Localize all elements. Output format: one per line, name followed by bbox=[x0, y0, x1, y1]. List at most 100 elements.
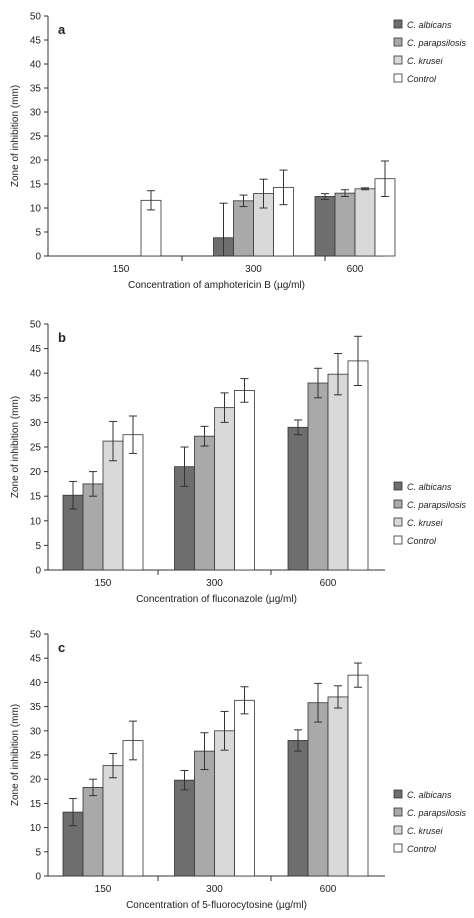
y-axis-label: Zone of inhibition (mm) bbox=[10, 85, 21, 187]
legend-swatch bbox=[393, 73, 403, 83]
error-bar bbox=[239, 194, 248, 208]
bar-ckrusei-600 bbox=[327, 373, 349, 571]
x-tick-label: 600 bbox=[320, 578, 337, 589]
x-axis-label: Concentration of fluconazole (µg/ml) bbox=[136, 594, 297, 605]
error-bar bbox=[147, 190, 155, 211]
legend-swatch bbox=[393, 19, 403, 29]
bar-ckrusei-300 bbox=[214, 730, 235, 877]
x-tick-label: 150 bbox=[95, 884, 112, 895]
legend-entry: C. krusei bbox=[407, 518, 444, 528]
y-tick-label: 35 bbox=[30, 393, 42, 404]
legend-entry: C. krusei bbox=[407, 56, 444, 66]
panel-label: b bbox=[58, 330, 66, 345]
bar-ckrusei-300 bbox=[214, 407, 235, 571]
legend-swatch bbox=[393, 55, 403, 65]
y-tick-label: 15 bbox=[30, 180, 42, 191]
y-tick-label: 50 bbox=[30, 630, 42, 641]
y-tick-label: 15 bbox=[30, 799, 42, 810]
bar-cparapsilosis-150 bbox=[82, 483, 104, 571]
legend-entry: Control bbox=[407, 536, 437, 546]
bar-calbicans-600 bbox=[314, 196, 336, 257]
bar-control-600 bbox=[347, 674, 369, 877]
bar-control-300 bbox=[234, 699, 255, 877]
y-tick-label: 0 bbox=[35, 872, 41, 883]
legend-swatch bbox=[393, 843, 403, 853]
error-bar bbox=[69, 480, 77, 510]
y-tick-label: 30 bbox=[30, 108, 42, 119]
y-tick-label: 40 bbox=[30, 60, 42, 71]
error-bar bbox=[361, 187, 369, 191]
y-tick-label: 25 bbox=[30, 132, 42, 143]
legend-entry: C. parapsilosis bbox=[407, 38, 467, 48]
y-tick-label: 35 bbox=[30, 84, 42, 95]
panel-label: a bbox=[58, 22, 66, 37]
x-tick-label: 150 bbox=[95, 578, 112, 589]
error-bar bbox=[219, 202, 228, 257]
error-bar bbox=[200, 732, 209, 771]
error-bar bbox=[109, 420, 117, 462]
error-bar bbox=[259, 178, 268, 209]
bar-ckrusei-600 bbox=[354, 188, 376, 257]
legend-swatch bbox=[393, 807, 403, 817]
error-bar bbox=[220, 392, 229, 423]
bar-cparapsilosis-600 bbox=[307, 702, 329, 877]
y-tick-label: 30 bbox=[30, 418, 42, 429]
error-bar bbox=[89, 471, 97, 497]
y-tick-label: 50 bbox=[30, 12, 42, 23]
bar-control-150 bbox=[122, 434, 144, 571]
y-axis-label: Zone of inhibition (mm) bbox=[10, 396, 21, 498]
error-bar bbox=[334, 353, 342, 396]
legend-entry: C. parapsilosis bbox=[407, 808, 467, 818]
y-tick-label: 10 bbox=[30, 516, 42, 527]
bar-cparapsilosis-300 bbox=[194, 435, 215, 571]
error-bar bbox=[200, 425, 209, 447]
y-tick-label: 45 bbox=[30, 654, 42, 665]
panel-label: c bbox=[58, 640, 65, 655]
y-tick-label: 10 bbox=[30, 823, 42, 834]
y-tick-label: 45 bbox=[30, 36, 42, 47]
legend: C. albicans C. parapsilosis C. krusei Contr… bbox=[393, 481, 467, 546]
bar-control-300 bbox=[234, 390, 255, 571]
bar-cparapsilosis-600 bbox=[307, 382, 329, 571]
error-bar bbox=[180, 446, 189, 487]
legend-swatch bbox=[393, 37, 403, 47]
x-tick-label: 300 bbox=[206, 578, 223, 589]
bar-control-600 bbox=[347, 360, 369, 571]
y-tick-label: 5 bbox=[35, 847, 41, 858]
bar-ckrusei-600 bbox=[327, 696, 349, 877]
legend-swatch bbox=[393, 789, 403, 799]
y-tick-label: 40 bbox=[30, 369, 42, 380]
bar-ckrusei-150 bbox=[102, 765, 124, 877]
y-tick-label: 20 bbox=[30, 775, 42, 786]
error-bar bbox=[240, 686, 249, 715]
y-tick-label: 5 bbox=[35, 228, 41, 239]
error-bar bbox=[129, 415, 137, 454]
y-tick-label: 15 bbox=[30, 492, 42, 503]
chart-panel-c: 0 5 10 15 20 25 30 35 40 45 50 150 300 600 c Concentrat… bbox=[10, 630, 467, 912]
x-axis-label: Concentration of 5-fluorocytosine (µg/ml… bbox=[126, 900, 307, 911]
x-tick-label: 600 bbox=[320, 884, 337, 895]
error-bar bbox=[321, 193, 329, 200]
bar-cparapsilosis-600 bbox=[334, 192, 356, 257]
y-tick-label: 35 bbox=[30, 702, 42, 713]
x-tick-label: 300 bbox=[245, 264, 262, 275]
y-tick-label: 45 bbox=[30, 344, 42, 355]
legend: C. albicans C. parapsilosis C. krusei Contr… bbox=[393, 19, 467, 84]
error-bar bbox=[89, 778, 97, 797]
error-bar bbox=[294, 729, 302, 752]
error-bar bbox=[314, 682, 322, 723]
error-bar bbox=[341, 189, 349, 197]
y-tick-label: 50 bbox=[30, 320, 42, 331]
error-bar bbox=[334, 685, 342, 709]
legend-entry: C. albicans bbox=[407, 482, 452, 492]
legend-entry: Control bbox=[407, 844, 437, 854]
error-bar bbox=[354, 662, 362, 688]
error-bar bbox=[354, 335, 362, 386]
y-tick-label: 40 bbox=[30, 678, 42, 689]
error-bar bbox=[129, 720, 137, 761]
legend-entry: Control bbox=[407, 74, 437, 84]
error-bar bbox=[220, 710, 229, 751]
chart-panel-b: 0 5 10 15 20 25 30 35 40 45 50 150 300 600 b Concentrat… bbox=[10, 320, 467, 606]
error-bar bbox=[240, 378, 249, 403]
y-tick-label: 0 bbox=[35, 566, 41, 577]
